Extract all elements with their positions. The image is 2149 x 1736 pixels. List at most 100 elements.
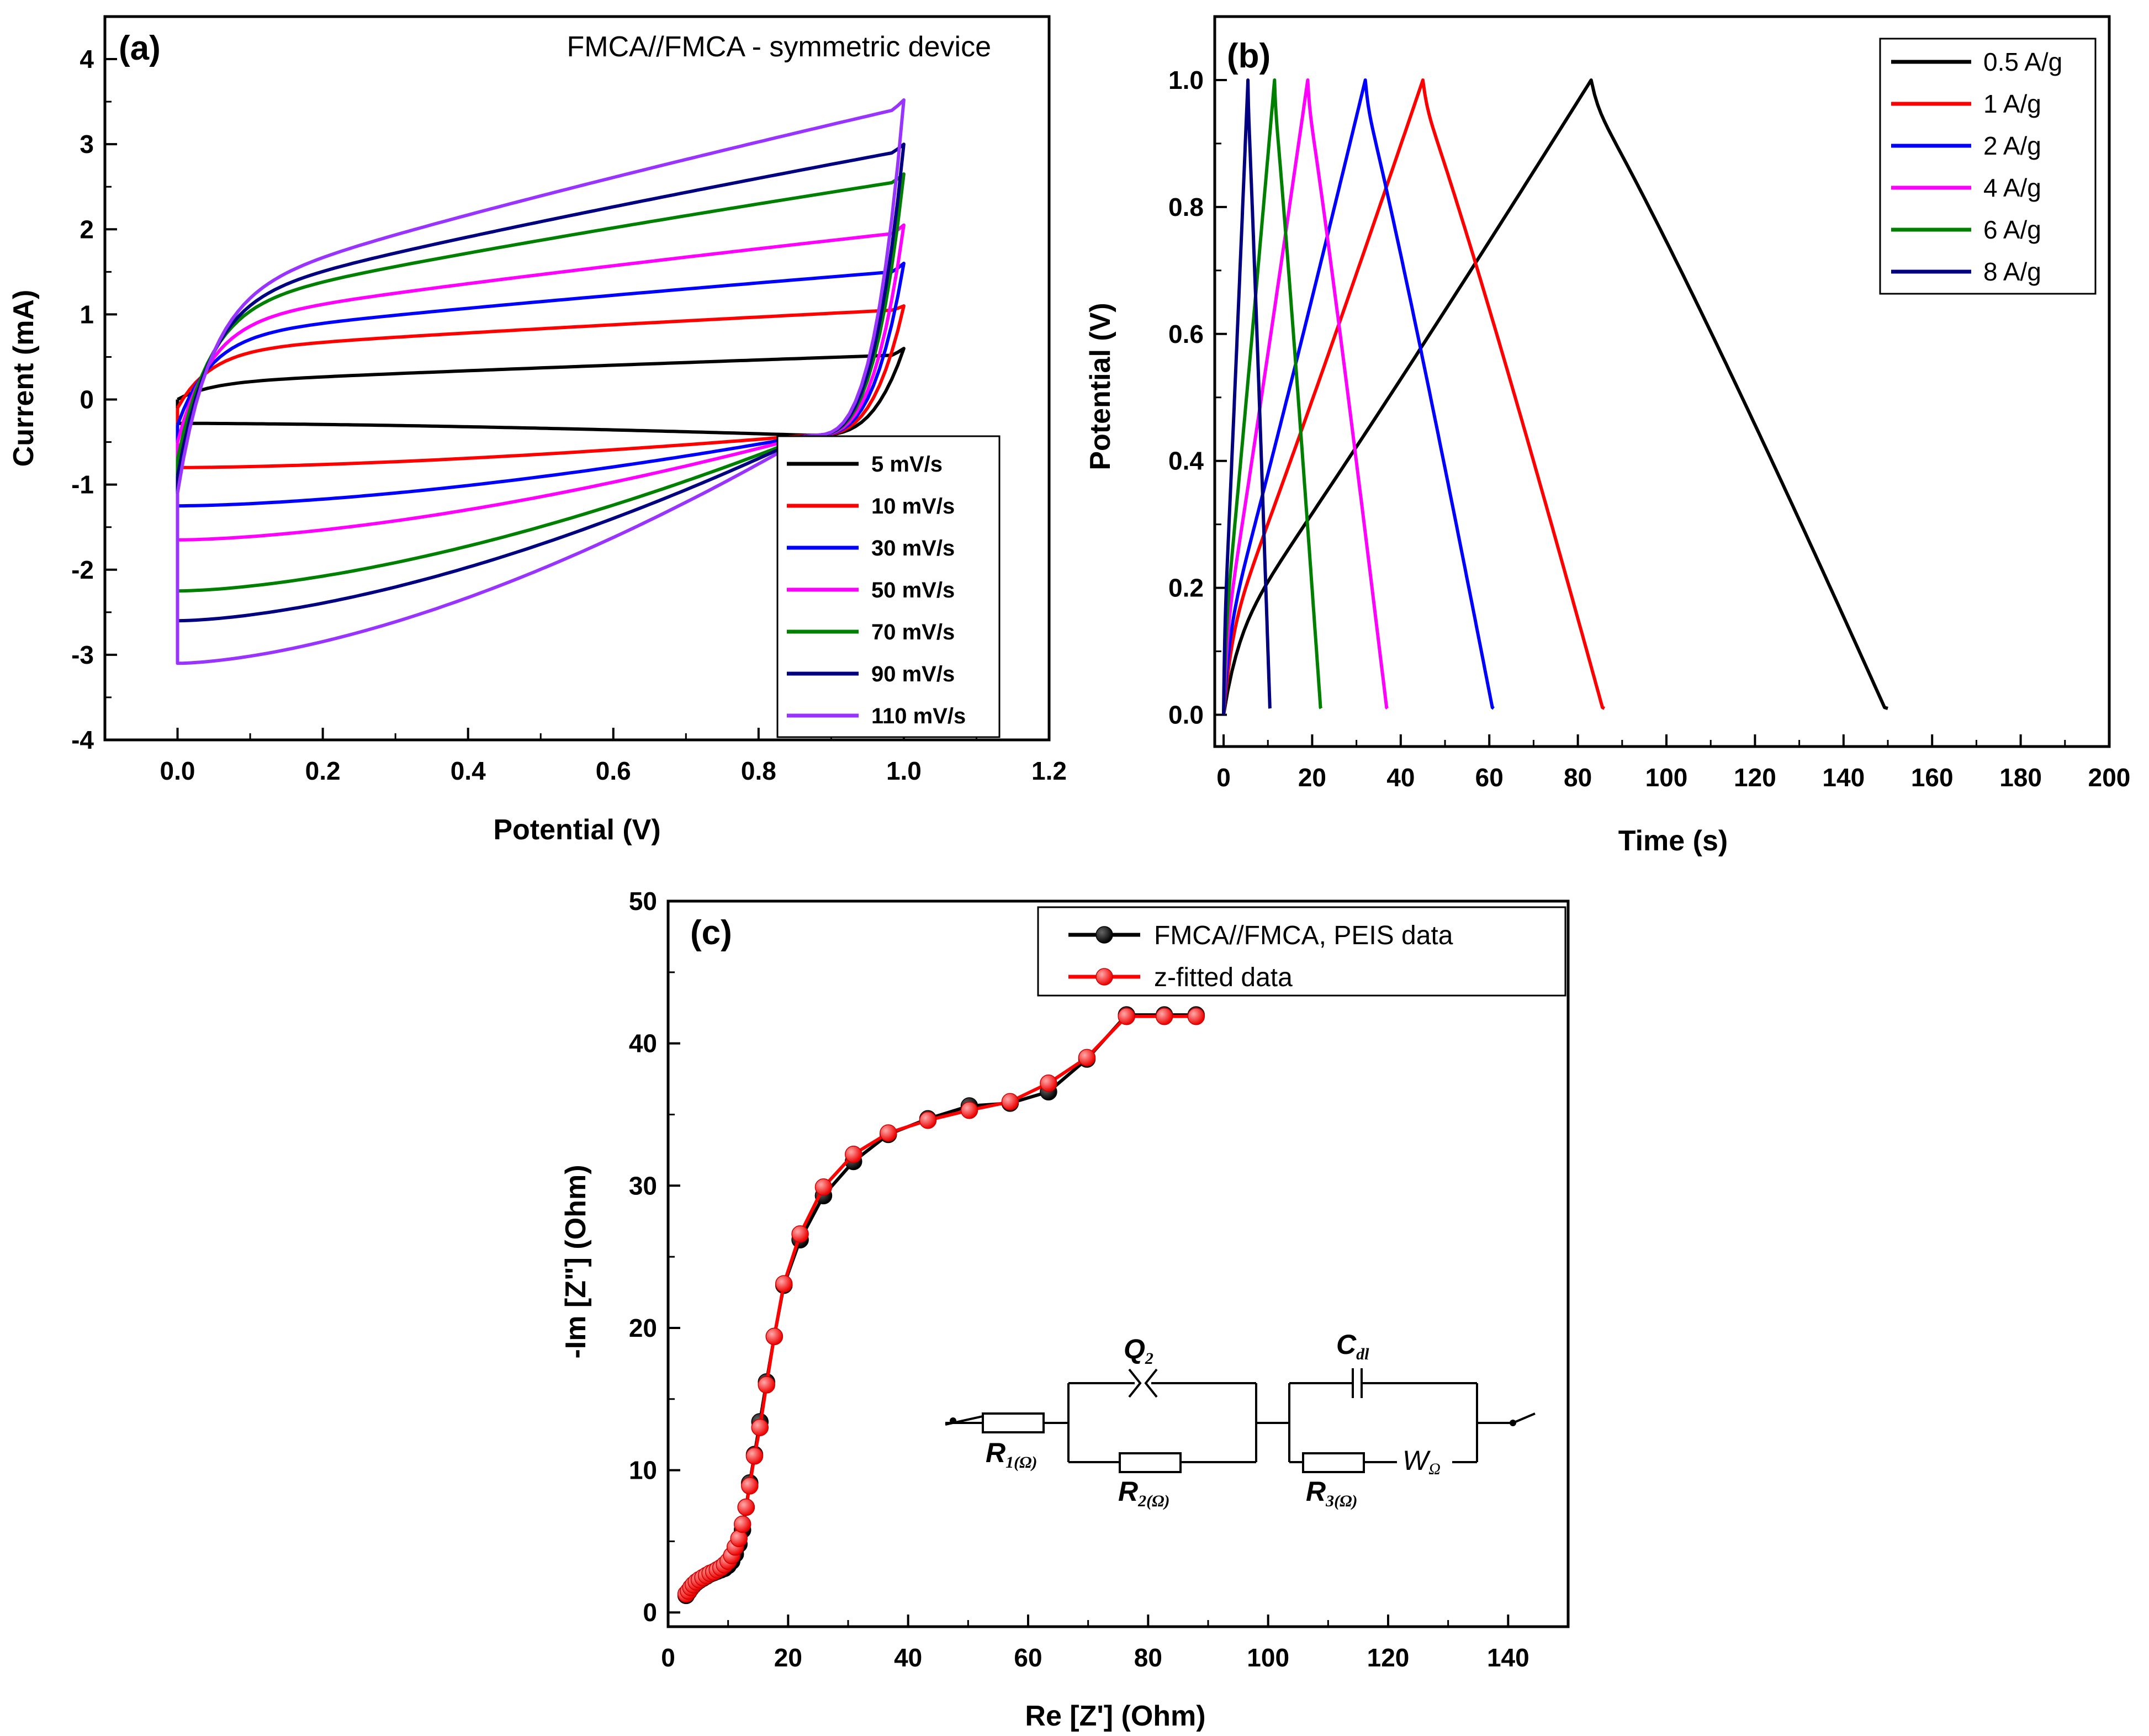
- legend-label: 6 A/g: [1983, 215, 2041, 244]
- y-tick-label: 50: [629, 887, 657, 915]
- y-tick-label: 0: [643, 1598, 657, 1627]
- x-tick-label: 180: [1999, 763, 2042, 792]
- panel-b-plot-frame: [1213, 15, 2111, 748]
- r3-label: R3(Ω): [1306, 1476, 1357, 1510]
- panel-c-curves: [677, 1006, 1205, 1605]
- legend-label: 0.5 A/g: [1983, 47, 2062, 76]
- y-tick-label: 4: [80, 45, 94, 73]
- panel-c-eis-chart: 0 20 40 60 80 100 120 140 0 10 20 30 40 50 (c) Re [Z…: [560, 887, 1570, 1732]
- fitted-data-point: [765, 1327, 784, 1346]
- y-tick-label: -3: [71, 641, 94, 669]
- fitted-data-point: [1118, 1007, 1135, 1025]
- x-tick-label: 0.2: [305, 756, 341, 785]
- eis-line-peis: [685, 1013, 1197, 1596]
- fitted-data-point: [814, 1178, 833, 1196]
- panel-a-curves: [176, 98, 906, 665]
- y-tick-label: 20: [629, 1314, 657, 1342]
- x-tick-label: 20: [1298, 763, 1326, 792]
- x-tick-label: 0.0: [160, 756, 195, 785]
- fitted-data-point: [741, 1477, 759, 1495]
- y-tick-label: -1: [71, 470, 94, 499]
- cdl-label: Cdl: [1336, 1329, 1369, 1363]
- x-tick-label: 1.2: [1031, 756, 1067, 785]
- fitted-data-point: [775, 1275, 793, 1293]
- x-tick-label: 20: [774, 1643, 802, 1672]
- legend-label: 1 A/g: [1983, 89, 2041, 118]
- y-tick-label: 0.8: [1168, 193, 1204, 221]
- warburg-label: WΩ: [1402, 1445, 1441, 1478]
- x-tick-label: 60: [1014, 1643, 1042, 1672]
- panel-b-x-ticks: 0 20 40 60 80 100 120 140 160 180 200: [1216, 734, 2130, 792]
- circuit-labels: R1(Ω) Q2 R2(Ω) Cdl R3(Ω) WΩ: [986, 1329, 1441, 1510]
- gcd-curve-2-A-g: [1222, 78, 1495, 715]
- resistor-r1: [982, 1412, 1045, 1433]
- panel-c-y-ticks: 0 10 20 30 40 50: [629, 887, 680, 1627]
- cv-curve-30-mvs: [176, 261, 906, 508]
- legend-label: 90 mV/s: [871, 662, 955, 686]
- panel-b-curves: [1222, 78, 1888, 716]
- circuit-lead-right: [1512, 1412, 1536, 1424]
- x-tick-label: 160: [1911, 763, 1954, 792]
- x-tick-label: 1.0: [886, 756, 922, 785]
- y-tick-label: 0.4: [1168, 447, 1204, 475]
- fitted-data-point: [791, 1225, 809, 1243]
- x-tick-label: 100: [1247, 1643, 1289, 1672]
- x-tick-label: 80: [1134, 1643, 1162, 1672]
- y-tick-label: 40: [629, 1029, 657, 1058]
- x-tick-label: 80: [1564, 763, 1592, 792]
- x-tick-label: 0: [661, 1643, 675, 1672]
- y-tick-label: -2: [71, 555, 94, 584]
- y-tick-label: 1.0: [1168, 66, 1204, 94]
- legend-label: 70 mV/s: [871, 620, 955, 644]
- cv-curve-5-mvs: [176, 347, 906, 437]
- fitted-data-point: [845, 1145, 862, 1163]
- panel-a-legend-box: [776, 435, 1001, 738]
- x-tick-label: 0.6: [596, 756, 631, 785]
- gcd-curve-8-A-g: [1222, 78, 1272, 715]
- fitted-data-point: [960, 1101, 978, 1119]
- x-tick-label: 0.8: [741, 756, 776, 785]
- fitted-data-point: [1040, 1075, 1057, 1092]
- x-tick-label: 100: [1645, 763, 1688, 792]
- legend-label: z-fitted data: [1154, 963, 1293, 992]
- y-tick-label: 3: [80, 130, 94, 158]
- fitted-data-point: [758, 1376, 775, 1394]
- panel-b-y-axis-label: Potential (V): [1084, 303, 1116, 470]
- x-tick-label: 120: [1367, 1643, 1410, 1672]
- legend-label: 110 mV/s: [871, 704, 966, 728]
- x-tick-label: 40: [1386, 763, 1415, 792]
- x-tick-label: 140: [1822, 763, 1865, 792]
- cpe-q2-left-plate: [1128, 1368, 1142, 1398]
- panel-a-plot-frame: [103, 15, 1051, 742]
- panel-c-y-axis-label: -Im [Z"] (Ohm): [560, 1165, 592, 1358]
- y-tick-label: 10: [629, 1456, 657, 1485]
- legend-label: 10 mV/s: [871, 494, 955, 518]
- panel-b-legend-box: [1879, 38, 2097, 295]
- r2-label: R2(Ω): [1118, 1476, 1169, 1510]
- resistor-r3: [1302, 1452, 1365, 1473]
- cv-curve-110-mvs: [176, 98, 906, 665]
- legend-label: FMCA//FMCA, PEIS data: [1154, 921, 1453, 950]
- x-tick-label: 120: [1734, 763, 1776, 792]
- panel-c-legend-box: [1037, 906, 1566, 997]
- legend-label: 8 A/g: [1983, 257, 2041, 286]
- fitted-data-point: [880, 1124, 897, 1142]
- panel-a-x-axis-label: Potential (V): [493, 814, 660, 846]
- gcd-curve-4-A-g: [1222, 78, 1389, 715]
- panel-b-gcd-chart: 0 20 40 60 80 100 120 140 160 180 200 0.0 0.2 0.4 0.6…: [1084, 15, 2130, 857]
- panel-c-plot-frame: [666, 899, 1570, 1628]
- legend-label: 50 mV/s: [871, 578, 955, 602]
- eis-line-fitted: [685, 1014, 1197, 1595]
- y-tick-label: 0.2: [1168, 574, 1204, 602]
- cpe-q2-right-plate: [1144, 1368, 1158, 1398]
- panel-c-tag: (c): [690, 914, 732, 952]
- legend-label: 30 mV/s: [871, 536, 955, 560]
- panel-b-tag: (b): [1227, 37, 1271, 75]
- panel-b-legend: 0.5 A/g 1 A/g 2 A/g 4 A/g 6 A/g 8 A/g: [1879, 38, 2097, 295]
- x-tick-label: 140: [1487, 1643, 1529, 1672]
- fitted-data-point: [1155, 1007, 1173, 1025]
- resistor-r2: [1119, 1452, 1182, 1473]
- fitted-data-point: [1078, 1049, 1096, 1067]
